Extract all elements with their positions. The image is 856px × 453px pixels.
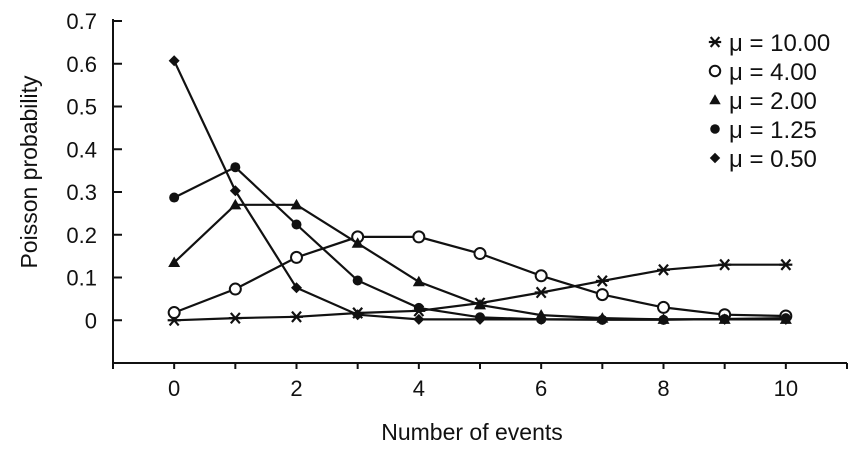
data-point-triangle [474, 298, 486, 310]
data-point-filled-circle [413, 302, 424, 313]
data-point-diamond [719, 313, 731, 325]
data-point-open-circle [412, 230, 426, 244]
y-axis-title: Poisson probability [16, 75, 42, 269]
legend-label: μ = 2.00 [729, 88, 817, 115]
data-point-diamond [168, 55, 180, 67]
y-tick-label: 0.7 [66, 9, 97, 34]
data-point-asterisk [708, 36, 722, 48]
x-tick-label: 8 [657, 376, 669, 401]
data-point-filled-circle [169, 192, 180, 203]
axes: 0 0.1 0.2 0.3 0.4 0.5 0.6 0.7 0 2 4 6 8 10 [66, 9, 848, 401]
legend-label: μ = 1.25 [729, 117, 817, 144]
data-point-filled-circle [710, 124, 720, 134]
data-point-triangle [412, 275, 425, 287]
legend-label: μ = 0.50 [729, 146, 817, 173]
legend-item: μ = 2.00 [709, 88, 817, 115]
data-point-diamond [413, 313, 425, 325]
y-tick-label: 0.5 [66, 95, 97, 120]
data-point-open-circle [657, 300, 670, 314]
y-tick-label: 0.6 [66, 52, 97, 77]
data-point-diamond [780, 313, 792, 325]
x-tick-label: 6 [535, 376, 547, 401]
data-point-asterisk [779, 258, 793, 271]
data-point-asterisk [718, 258, 732, 271]
data-point-asterisk [228, 312, 242, 325]
data-point-diamond [658, 313, 669, 325]
data-point-open-circle [473, 247, 487, 261]
data-point-triangle [290, 198, 303, 210]
data-point-asterisk [595, 274, 609, 287]
legend-item: μ = 10.00 [708, 30, 830, 57]
legend: μ = 10.00μ = 4.00μ = 2.00μ = 1.25μ = 0.5… [708, 30, 830, 173]
data-point-filled-circle [291, 219, 302, 230]
data-point-asterisk [534, 286, 548, 299]
data-point-triangle [229, 198, 242, 210]
x-tick-label: 0 [168, 376, 180, 401]
x-tick-label: 4 [413, 376, 425, 401]
data-point-diamond [229, 185, 241, 197]
data-point-open-circle [167, 306, 181, 320]
data-point-diamond [352, 309, 364, 321]
y-tick-label: 0.4 [66, 137, 97, 162]
data-point-diamond [709, 152, 721, 164]
series-line [173, 165, 786, 321]
legend-item: μ = 0.50 [709, 146, 817, 173]
data-point-triangle [351, 237, 364, 248]
data-point-open-circle [708, 64, 722, 78]
data-point-diamond [596, 313, 608, 325]
x-axis-title: Number of events [381, 419, 563, 445]
series-line [173, 60, 786, 321]
data-point-open-circle [290, 250, 303, 264]
y-tick-label: 0.1 [66, 266, 97, 291]
data-point-open-circle [595, 288, 609, 302]
x-tick-label: 2 [290, 376, 302, 401]
x-tick-label: 10 [774, 376, 798, 401]
series-layer [167, 55, 793, 327]
data-point-open-circle [228, 282, 242, 296]
legend-item: μ = 1.25 [710, 117, 817, 144]
data-point-diamond [535, 313, 547, 325]
series-triangle [168, 198, 792, 324]
legend-item: μ = 4.00 [708, 59, 817, 86]
legend-label: μ = 4.00 [729, 59, 817, 86]
data-point-diamond [291, 282, 302, 294]
data-point-filled-circle [230, 162, 241, 173]
data-point-diamond [474, 313, 486, 325]
data-point-open-circle [534, 269, 548, 283]
data-point-triangle [709, 94, 721, 105]
data-point-asterisk [657, 263, 670, 276]
legend-label: μ = 10.00 [729, 30, 830, 57]
y-tick-label: 0.2 [66, 223, 97, 248]
series-diamond [168, 55, 792, 325]
y-tick-label: 0.3 [66, 180, 97, 205]
data-point-triangle [168, 256, 181, 268]
y-tick-label: 0 [85, 308, 97, 333]
data-point-asterisk [290, 310, 303, 323]
data-point-filled-circle [352, 275, 363, 286]
